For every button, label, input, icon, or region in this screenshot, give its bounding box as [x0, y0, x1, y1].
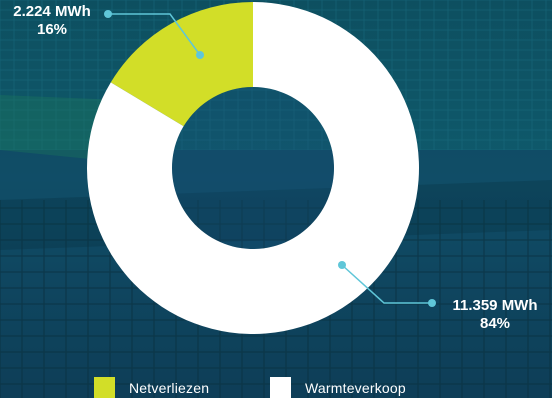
callout-line-net-loss — [108, 13, 201, 56]
callout-line-heat-sale — [341, 264, 432, 304]
callout-label-net-loss: 2.224 MWh 16% — [0, 3, 104, 39]
heat-sale-value: 11.359 MWh — [452, 297, 538, 314]
legend-swatch-net-loss — [94, 377, 115, 398]
callout-line-net-loss-start-dot — [196, 51, 204, 59]
donut-hole — [172, 87, 334, 249]
heat-sale-percent: 84% — [479, 315, 511, 332]
legend-label-net-loss: Netverliezen — [129, 379, 210, 396]
callout-label-heat-sale: 11.359 MWh 84% — [440, 297, 550, 333]
net-loss-value: 2.224 MWh — [13, 3, 91, 20]
donut-slice-heat-sale — [87, 2, 419, 334]
callout-line-net-loss-end-dot — [104, 10, 112, 18]
legend-item-net-loss: Netverliezen — [94, 377, 270, 398]
legend-label-heat-sale: Warmteverkoop — [305, 379, 406, 396]
donut-slice-net-loss — [110, 2, 253, 127]
callout-line-heat-sale-start-dot — [338, 261, 346, 269]
legend-item-heat-sale: Warmteverkoop — [270, 377, 406, 398]
net-loss-percent: 16% — [36, 21, 68, 38]
callout-line-heat-sale-end-dot — [428, 299, 436, 307]
legend: Netverliezen Warmteverkoop — [94, 377, 406, 398]
legend-swatch-heat-sale — [270, 377, 291, 398]
